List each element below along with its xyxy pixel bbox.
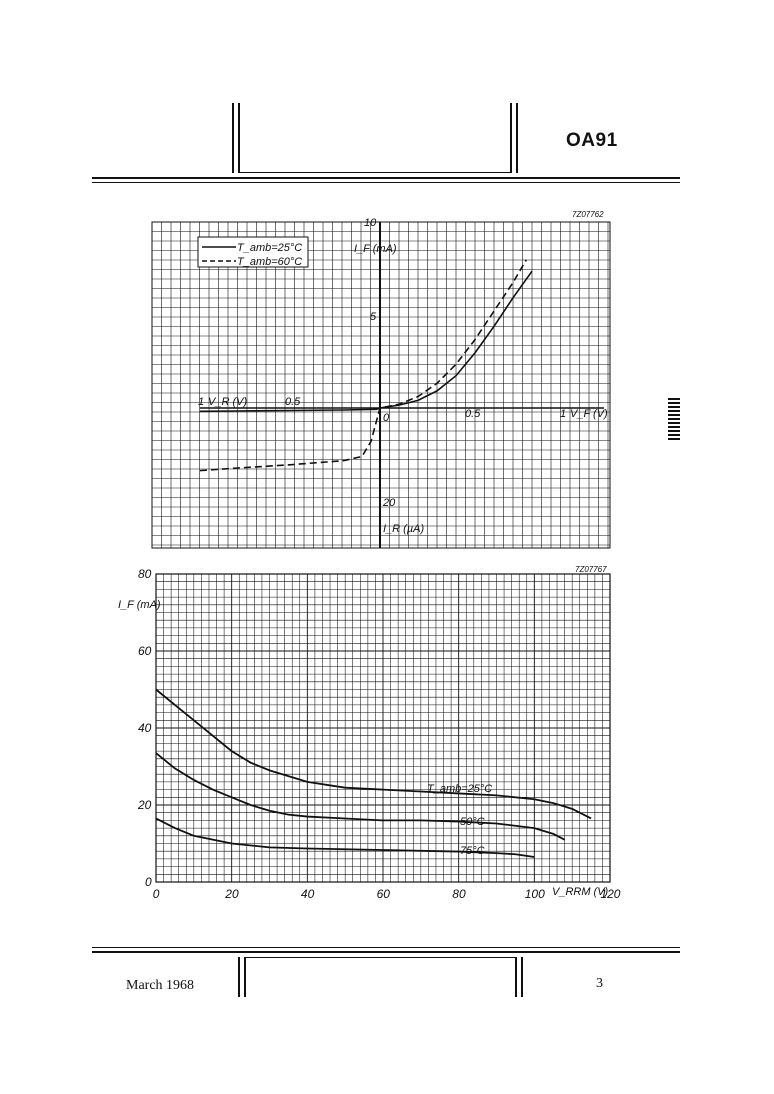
header-divider — [238, 103, 240, 173]
x-tick-label: 120 — [600, 887, 620, 901]
chart1-legend: T_amb=25°C T_amb=60°C — [197, 236, 309, 268]
y-tick-label: 40 — [138, 721, 152, 735]
x-tick-label: 100 — [525, 887, 545, 901]
x-left-label: V_R (V) — [208, 396, 247, 408]
forward-reverse-characteristic-chart: T_amb=25°C T_amb=60°C 7Z07762 I_F (mA) I… — [151, 210, 611, 549]
header-divider — [92, 177, 680, 179]
curve-label: 75°C — [460, 845, 485, 857]
x-tick-label: 80 — [452, 887, 466, 901]
footer-divider — [244, 957, 246, 997]
y-tick-label: 20 — [137, 798, 152, 812]
current-vs-voltage-derating-chart: 7Z07767 I_F (mA) V_RRM (V) T_amb=25°C 50… — [118, 565, 621, 901]
tick-label: 5 — [370, 311, 377, 323]
tick-label: 0.5 — [465, 408, 481, 420]
chart2-id-code: 7Z07767 — [575, 565, 607, 574]
part-number-title: OA91 — [566, 130, 618, 151]
y-axis-label: I_F (mA) — [118, 599, 161, 611]
legend-label: T_amb=25°C — [237, 242, 302, 254]
footer-divider — [515, 957, 517, 997]
series-line — [155, 752, 566, 841]
header-divider — [516, 103, 518, 173]
header-divider — [238, 172, 511, 173]
chart1-grid — [151, 221, 611, 549]
chart1-curves — [199, 259, 533, 472]
header-divider — [92, 182, 680, 183]
x-tick-label: 40 — [301, 887, 315, 901]
footer-divider — [238, 957, 240, 997]
x-tick-label: 60 — [377, 887, 391, 901]
tick-label: 0 — [383, 412, 390, 424]
series-line — [199, 270, 533, 413]
header-divider — [232, 103, 234, 173]
curve-label: T_amb=25°C — [427, 783, 492, 795]
chart2-tick-labels: 0 20 40 60 80 100 120 0 20 40 60 80 — [137, 567, 621, 901]
x-axis-label: V_RRM (V) — [552, 886, 609, 898]
footer-divider — [92, 947, 680, 948]
curve-label: 50°C — [460, 816, 485, 828]
chart1-id-code: 7Z07762 — [572, 210, 604, 219]
tick-label: 10 — [364, 217, 377, 229]
page-number: 3 — [596, 976, 603, 991]
publication-date: March 1968 — [126, 978, 195, 993]
x-right-label: V_F (V) — [570, 408, 608, 420]
y-tick-label: 0 — [145, 875, 152, 889]
plot-frame — [155, 573, 611, 883]
y-upper-label: I_F (mA) — [354, 243, 397, 255]
legend-label: T_amb=60°C — [237, 256, 302, 268]
chart2-grid — [155, 573, 611, 883]
tick-label: 0.5 — [285, 396, 301, 408]
section-tab-marker — [668, 398, 680, 442]
chart2-curves — [155, 688, 592, 858]
header-divider — [510, 103, 512, 173]
series-line — [199, 259, 527, 472]
footer-divider — [244, 957, 516, 958]
tick-label: 1 — [560, 408, 566, 420]
y-lower-label: I_R (µA) — [383, 523, 425, 535]
x-tick-label: 20 — [224, 887, 239, 901]
tick-label: 1 — [198, 396, 204, 408]
y-tick-label: 60 — [138, 644, 152, 658]
series-line — [155, 688, 592, 820]
tick-label: 20 — [382, 497, 396, 509]
y-tick-label: 80 — [138, 567, 152, 581]
series-line — [155, 817, 535, 858]
footer-divider — [92, 951, 680, 953]
x-tick-label: 0 — [153, 887, 160, 901]
footer-divider — [521, 957, 523, 997]
